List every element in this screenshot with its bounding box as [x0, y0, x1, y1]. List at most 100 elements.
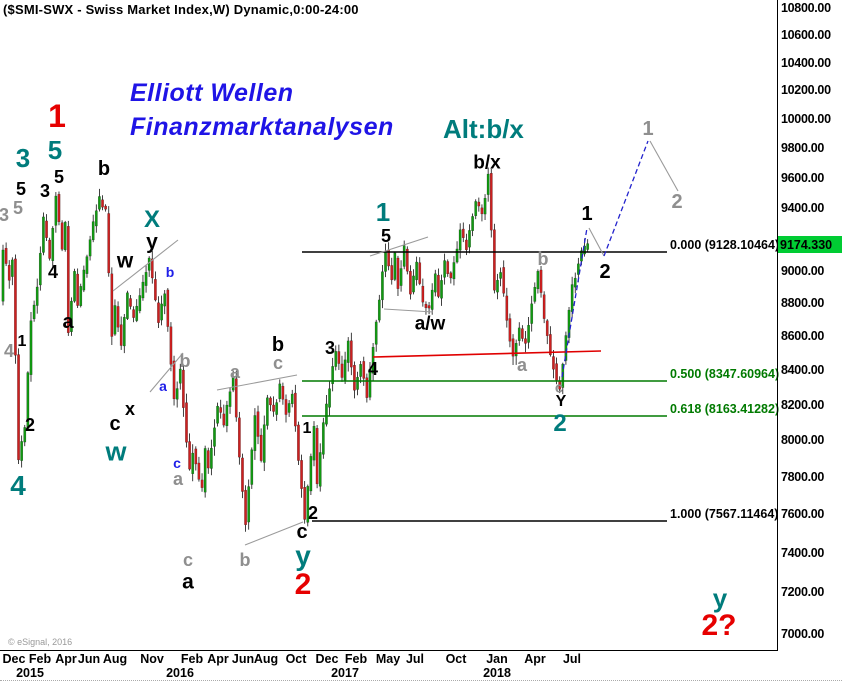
window-title: ($SMI-SWX - Swiss Market Index,W) Dynami…	[3, 2, 359, 17]
right-axis-border	[777, 0, 778, 651]
y-axis-tick: 8000.00	[781, 433, 825, 447]
plot-area[interactable]	[0, 0, 777, 650]
wave-label: 2?	[701, 609, 737, 642]
wave-label: 5	[15, 179, 27, 199]
copyright-note: © eSignal, 2016	[8, 637, 73, 647]
bottom-axis-border	[0, 650, 778, 651]
y-axis-tick: 10400.00	[781, 56, 831, 70]
wave-label: Y	[555, 393, 567, 410]
y-axis-tick: 9600.00	[781, 171, 825, 185]
wave-label: 4	[10, 470, 26, 501]
y-axis-tick: 8800.00	[781, 296, 825, 310]
wave-label: a	[62, 311, 74, 333]
wave-label: 1	[17, 333, 27, 350]
y-axis-tick: 8400.00	[781, 363, 825, 377]
year-label: 2018	[483, 666, 511, 680]
month-label: Apr	[55, 652, 77, 666]
watermark-line1: Elliott Wellen	[130, 79, 294, 107]
wave-label: c	[272, 353, 284, 373]
wave-label: b	[179, 351, 191, 371]
wave-label: c	[296, 521, 308, 543]
wave-label: 3	[324, 338, 336, 358]
year-label: 2017	[331, 666, 359, 680]
wave-label: 2	[24, 415, 36, 435]
wave-label: w	[105, 436, 127, 467]
wave-label: y	[146, 230, 158, 254]
wave-label: y	[712, 583, 728, 613]
month-label: Jul	[562, 652, 582, 666]
wave-label: 5	[53, 167, 65, 187]
month-label: Feb	[180, 652, 204, 666]
wave-label: a	[182, 570, 194, 594]
wave-label: b	[271, 334, 285, 356]
y-axis-tick: 7600.00	[781, 507, 825, 521]
month-label: Feb	[28, 652, 52, 666]
wave-label: c	[173, 455, 181, 471]
month-label: Dec	[2, 652, 26, 666]
footer-divider	[0, 680, 842, 681]
y-axis-tick: 10600.00	[781, 28, 831, 42]
month-label: Feb	[344, 652, 368, 666]
wave-label: 3	[15, 143, 31, 173]
y-axis-tick: 10200.00	[781, 83, 831, 97]
wave-label: a/w	[414, 313, 446, 335]
wave-label: 3	[39, 181, 51, 201]
month-label: Jun	[231, 652, 255, 666]
fib-level-label: 0.618 (8163.41282)	[670, 402, 780, 416]
wave-label: a	[159, 378, 167, 394]
wave-label: y	[295, 540, 311, 571]
y-axis-tick: 7200.00	[781, 585, 825, 599]
wave-label: 5	[380, 226, 392, 246]
watermark-line2: Finanzmarktanalysen	[130, 113, 394, 141]
y-axis-tick: 10800.00	[781, 1, 831, 15]
year-label: 2016	[166, 666, 194, 680]
wave-label: 5	[12, 198, 24, 218]
wave-label: 4	[3, 341, 15, 361]
month-label: Oct	[445, 652, 467, 666]
wave-label: c	[182, 550, 194, 570]
month-label: Dec	[315, 652, 339, 666]
y-axis-tick: 9000.00	[781, 264, 825, 278]
wave-label: w	[116, 249, 134, 273]
year-label: 2015	[16, 666, 44, 680]
wave-label: X	[143, 206, 161, 233]
month-label: Aug	[253, 652, 279, 666]
wave-label: c	[109, 413, 121, 435]
month-label: Jan	[486, 652, 508, 666]
y-axis-tick: 8200.00	[781, 398, 825, 412]
wave-label: 2	[599, 261, 611, 283]
wave-label: a	[516, 355, 528, 375]
wave-label: x	[124, 399, 136, 419]
fib-level-label: 0.500 (8347.60964)	[670, 367, 780, 381]
wave-label: 3	[0, 205, 10, 225]
month-label: Jun	[77, 652, 101, 666]
y-axis-tick: 9800.00	[781, 141, 825, 155]
wave-label: 1	[642, 118, 654, 140]
wave-label: a	[172, 469, 184, 489]
wave-label: b	[239, 550, 251, 570]
wave-label: 4	[47, 262, 59, 282]
y-axis-tick: 7800.00	[781, 470, 825, 484]
wave-label: b/x	[473, 152, 501, 174]
y-axis-tick: 7000.00	[781, 627, 825, 641]
wave-label: 2	[294, 568, 312, 601]
month-label: Apr	[207, 652, 229, 666]
fib-level-label: 1.000 (7567.11464)	[670, 507, 779, 521]
wave-label: b	[537, 249, 549, 269]
month-label: Apr	[524, 652, 546, 666]
y-axis-tick: 9400.00	[781, 201, 825, 215]
wave-label: 1	[48, 98, 66, 134]
wave-label: a	[229, 362, 241, 382]
month-label: Oct	[285, 652, 307, 666]
fib-level-label: 0.000 (9128.10464)	[670, 238, 780, 252]
wave-label: 1	[302, 420, 312, 437]
wave-label: b	[165, 264, 175, 280]
y-axis-tick: 8600.00	[781, 329, 825, 343]
alt-scenario-label: Alt:b/x	[443, 114, 524, 144]
month-label: Aug	[102, 652, 128, 666]
month-label: May	[375, 652, 401, 666]
wave-label: c	[554, 379, 564, 397]
last-price-box: 9174.330	[778, 236, 842, 253]
wave-label: 2	[307, 503, 319, 523]
